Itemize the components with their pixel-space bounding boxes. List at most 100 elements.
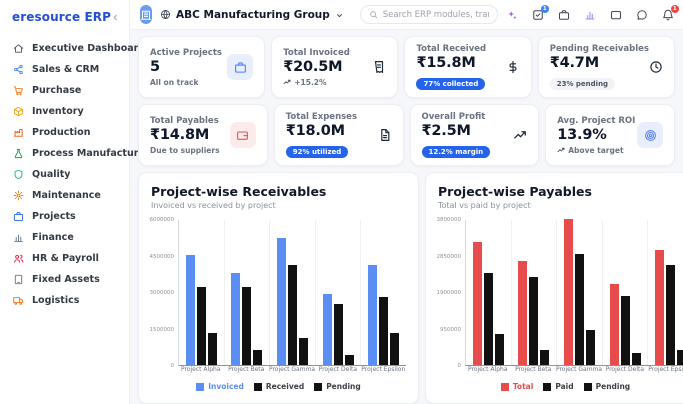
truck-icon <box>13 295 25 306</box>
sidebar-item-projects[interactable]: Projects <box>0 206 129 227</box>
sidebar-item-executive-dashboard[interactable]: Executive Dashboard <box>0 38 145 59</box>
bar-pending <box>390 333 400 365</box>
kpi-card-active-projects: Active Projects 5 All on track <box>138 36 266 98</box>
bar-paid <box>483 273 493 365</box>
bar-pending <box>631 353 641 365</box>
sidebar-item-quality[interactable]: Quality <box>0 164 129 185</box>
organization-selector[interactable]: ABC Manufacturing Group <box>160 5 344 24</box>
legend-item[interactable]: Pending <box>314 382 361 391</box>
apps-launcher-button[interactable] <box>140 5 152 24</box>
bar-pending <box>207 333 217 365</box>
bar-received <box>196 287 206 365</box>
chart-legend: Total Paid Pending <box>438 382 683 391</box>
kpi-card-total-invoiced: Total Invoiced ₹20.5M +15.2% <box>271 36 399 98</box>
top-bar: ABC Manufacturing Group 1 <box>130 0 683 30</box>
briefcase-icon <box>558 9 569 20</box>
brand-logo: eresource ERP <box>12 10 112 24</box>
kpi-subtext: All on track <box>150 77 199 87</box>
shield-icon <box>13 169 25 180</box>
windows-button[interactable] <box>610 9 622 21</box>
sidebar-item-fixed-assets[interactable]: Fixed Assets <box>0 269 129 290</box>
bar-chart-icon <box>585 11 595 20</box>
ai-assistant-button[interactable] <box>506 9 518 21</box>
bar-pending <box>253 350 263 365</box>
bar-paid <box>620 296 630 365</box>
notifications-button[interactable]: 1 <box>662 4 679 21</box>
y-tick-label: 0 <box>457 363 462 369</box>
sidebar-item-sales-crm[interactable]: Sales & CRM <box>0 59 129 80</box>
receivables-chart-card: Project-wise Receivables Invoiced vs rec… <box>138 172 419 404</box>
legend-item[interactable]: Total <box>500 382 534 391</box>
chart-plot-area: 0 950000 1900000 2850000 3800000 <box>437 217 683 369</box>
bar-invoiced <box>368 265 378 365</box>
bar-received <box>287 265 297 365</box>
status-badge: 12.2% margin <box>421 146 491 158</box>
x-category-label: Project Epsilon <box>361 366 406 373</box>
kpi-label: Avg. Project ROI <box>557 115 636 126</box>
users-icon <box>13 253 25 264</box>
sidebar-item-production[interactable]: Production <box>0 122 129 143</box>
search-icon <box>370 11 377 19</box>
charts-row: Project-wise Receivables Invoiced vs rec… <box>138 172 683 404</box>
status-badge: 23% pending <box>549 78 616 90</box>
kpi-label: Total Payables <box>150 115 219 126</box>
sidebar-item-finance[interactable]: Finance <box>0 227 129 248</box>
legend-swatch <box>583 382 592 391</box>
bar-invoiced <box>185 255 195 365</box>
sidebar-item-inventory[interactable]: Inventory <box>0 101 129 122</box>
bar-invoiced <box>322 294 332 365</box>
y-tick-label: 4500000 <box>149 253 175 260</box>
x-category-label: Project Beta <box>515 366 552 373</box>
x-category-label: Project Gamma <box>268 366 316 373</box>
kpi-value: ₹4.7M <box>549 55 599 71</box>
factory-icon <box>13 127 25 138</box>
analytics-button[interactable] <box>584 9 596 21</box>
bar-invoiced <box>276 238 286 365</box>
kpi-label: Active Projects <box>150 47 222 58</box>
sidebar-item-hr-payroll[interactable]: HR & Payroll <box>0 248 129 269</box>
kpi-label: Overall Profit <box>421 112 486 122</box>
messages-button[interactable] <box>636 9 648 21</box>
sidebar-item-maintenance[interactable]: Maintenance <box>0 185 129 206</box>
legend-label: Total <box>512 382 534 391</box>
bar-plot <box>465 219 683 366</box>
box-icon <box>13 106 25 117</box>
legend-item[interactable]: Pending <box>583 382 630 391</box>
sidebar-item-purchase[interactable]: Purchase <box>0 80 129 101</box>
dashboard-content: Active Projects 5 All on track Total Inv… <box>130 30 683 404</box>
kpi-card-total-payables: Total Payables ₹14.8M Due to suppliers <box>138 104 268 166</box>
kpi-value: ₹20.5M <box>283 58 343 75</box>
chart-title: Project-wise Payables <box>438 184 592 199</box>
legend-swatch <box>196 382 205 391</box>
legend-label: Pending <box>326 382 361 391</box>
kpi-label: Total Expenses <box>285 112 358 122</box>
legend-item[interactable]: Received <box>253 382 304 391</box>
bar-total <box>609 284 619 365</box>
legend-label: Paid <box>555 382 574 391</box>
bar-received <box>242 287 252 365</box>
workspace-button[interactable] <box>558 9 570 21</box>
kpi-label: Total Invoiced <box>283 47 350 58</box>
tasks-button[interactable]: 1 <box>532 4 549 21</box>
kpi-card-total-received: Total Received ₹15.8M 77% collected <box>404 36 532 98</box>
legend-item[interactable]: Paid <box>543 382 574 391</box>
sidebar-collapse-button[interactable] <box>111 13 120 22</box>
clock-icon <box>649 60 663 74</box>
gear-icon <box>13 190 25 201</box>
sidebar-item-logistics[interactable]: Logistics <box>0 290 129 311</box>
sidebar-item-label: Purchase <box>32 85 82 96</box>
chart-plot-area: 0 1500000 3000000 4500000 6000000 <box>149 217 406 369</box>
sidebar-item-label: Maintenance <box>32 190 101 201</box>
share-nodes-icon <box>13 64 25 75</box>
sidebar-item-process-manufacturing[interactable]: Process Manufacturing <box>0 143 155 164</box>
y-tick-label: 1500000 <box>149 326 175 333</box>
bar-group <box>510 220 557 365</box>
bar-total <box>655 250 665 365</box>
x-category-label: Project Beta <box>228 366 265 373</box>
sidebar-item-label: Inventory <box>32 106 84 117</box>
bar-chart-icon <box>13 232 25 243</box>
legend-item[interactable]: Invoiced <box>196 382 244 391</box>
search-input[interactable] <box>382 9 489 20</box>
globe-icon <box>161 10 170 19</box>
kpi-value: 13.9% <box>557 126 607 143</box>
